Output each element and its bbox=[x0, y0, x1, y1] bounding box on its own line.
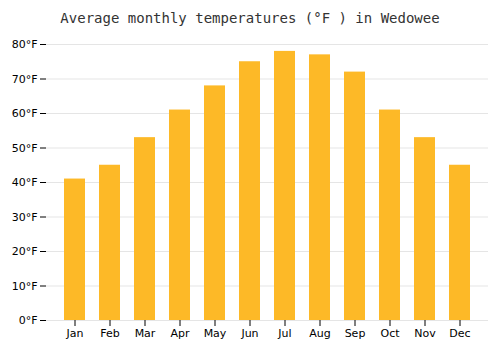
svg-text:70°F: 70°F bbox=[12, 73, 38, 86]
svg-text:50°F: 50°F bbox=[12, 142, 38, 155]
svg-text:May: May bbox=[204, 327, 227, 340]
svg-text:0°F: 0°F bbox=[19, 314, 38, 327]
svg-text:Jul: Jul bbox=[277, 327, 291, 340]
svg-text:80°F: 80°F bbox=[12, 38, 38, 51]
svg-text:10°F: 10°F bbox=[12, 280, 38, 293]
svg-text:Jun: Jun bbox=[240, 327, 258, 340]
svg-text:Oct: Oct bbox=[380, 327, 400, 340]
svg-text:20°F: 20°F bbox=[12, 245, 38, 258]
html-text:Average monthly temperatures (: Average monthly temperatures (°F ) in We… bbox=[60, 10, 440, 26]
svg-text:Feb: Feb bbox=[100, 327, 119, 340]
svg-text:Nov: Nov bbox=[414, 327, 436, 340]
svg-text:Dec: Dec bbox=[449, 327, 470, 340]
svg-text:Sep: Sep bbox=[345, 327, 366, 340]
svg-text:Apr: Apr bbox=[170, 327, 190, 340]
svg-text:Jan: Jan bbox=[66, 327, 84, 340]
svg-text:60°F: 60°F bbox=[12, 107, 38, 120]
svg-text:Mar: Mar bbox=[135, 327, 156, 340]
svg-text:Aug: Aug bbox=[309, 327, 330, 340]
svg-text:40°F: 40°F bbox=[12, 176, 38, 189]
svg-text:30°F: 30°F bbox=[12, 211, 38, 224]
